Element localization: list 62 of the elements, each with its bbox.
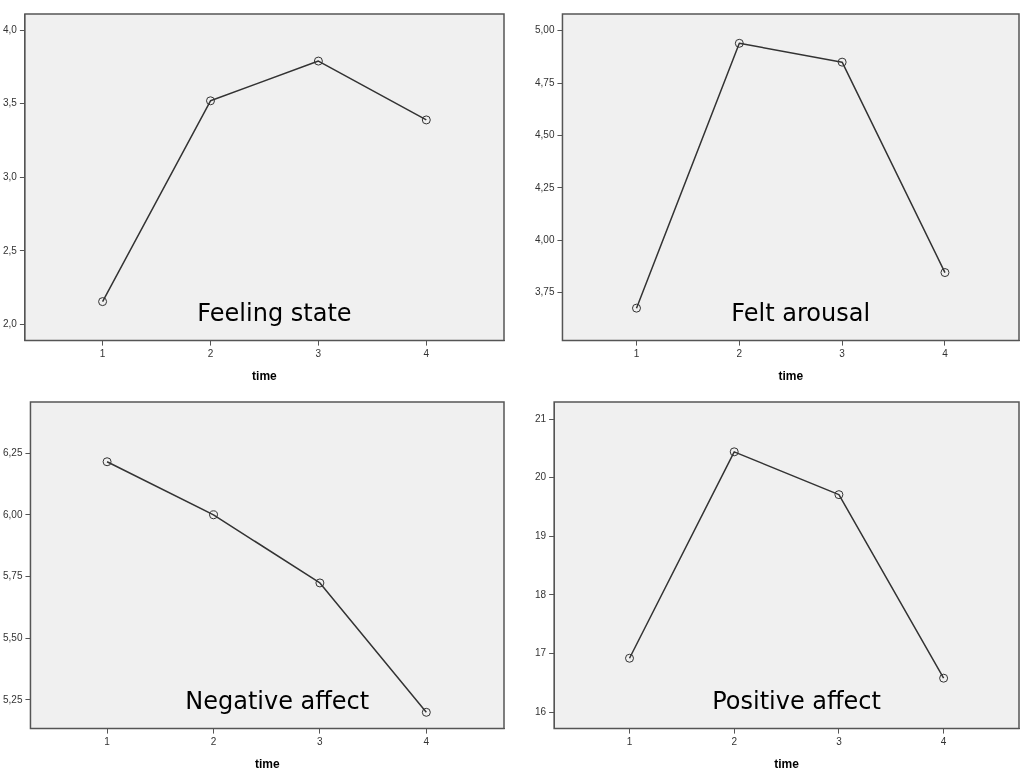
x-tick-label: 1	[99, 348, 106, 360]
x-tick-label: 4	[423, 348, 430, 360]
x-axis-title: time	[252, 369, 278, 384]
point	[208, 510, 218, 520]
x-axis-title: time	[254, 757, 280, 772]
y-tick-label: 5,50	[2, 632, 23, 643]
y-tick-label: 2,0	[3, 318, 18, 330]
point	[313, 56, 323, 66]
point	[729, 447, 739, 457]
y-tick-label: 5,00	[534, 24, 555, 36]
point	[940, 268, 950, 278]
point	[102, 457, 112, 467]
x-tick-label: 3	[839, 348, 846, 360]
x-tick-label: 2	[731, 736, 738, 748]
x-axis-title: time	[778, 369, 804, 384]
y-tick-label: 4,0	[3, 23, 18, 35]
x-tick-label: 4	[942, 348, 949, 360]
point	[834, 490, 844, 500]
x-tick-label: 1	[104, 736, 111, 748]
y-tick-label: 2,5	[3, 244, 18, 256]
y-tick-label: 3,5	[3, 97, 18, 109]
y-tick-label: 4,50	[534, 129, 555, 141]
y-tick-label: 19	[535, 530, 547, 542]
point	[625, 653, 635, 663]
y-tick-label: 17	[535, 647, 547, 659]
y-tick-label: 4,00	[534, 233, 555, 245]
point	[939, 673, 949, 683]
y-tick-label: 21	[535, 412, 547, 424]
annotation: Positive affect	[712, 686, 881, 715]
y-tick-label: 4,75	[534, 76, 555, 88]
point	[632, 303, 641, 313]
x-tick-label: 4	[423, 736, 430, 748]
point	[206, 96, 215, 106]
point	[421, 707, 431, 717]
x-axis-title: time	[774, 757, 800, 772]
x-tick-label: 3	[317, 736, 324, 748]
x-tick-label: 1	[626, 736, 633, 748]
y-tick-label: 18	[535, 588, 547, 600]
x-tick-label: 3	[315, 348, 322, 360]
y-tick-label: 5,25	[2, 693, 23, 705]
point	[421, 115, 431, 125]
y-tick-label: 16	[535, 705, 547, 717]
annotation: Negative affect	[185, 686, 370, 715]
x-tick-label: 1	[633, 348, 640, 360]
x-tick-label: 2	[207, 348, 214, 360]
point	[98, 297, 108, 307]
x-tick-label: 4	[940, 736, 947, 748]
point	[734, 38, 744, 48]
y-tick-label: 4,25	[534, 181, 555, 193]
y-tick-label: 3,75	[534, 286, 555, 298]
point	[315, 578, 325, 588]
annotation: Felt arousal	[731, 298, 871, 327]
y-tick-label: 6,25	[2, 446, 23, 458]
point	[837, 57, 847, 67]
x-tick-label: 2	[210, 736, 217, 748]
y-tick-label: 5,75	[2, 570, 23, 582]
y-tick-label: 3,0	[3, 171, 18, 183]
x-tick-label: 3	[836, 736, 843, 748]
annotation: Feeling state	[197, 298, 352, 327]
y-tick-label: 6,00	[2, 508, 23, 520]
y-tick-label: 20	[535, 471, 547, 483]
x-tick-label: 2	[736, 348, 743, 360]
